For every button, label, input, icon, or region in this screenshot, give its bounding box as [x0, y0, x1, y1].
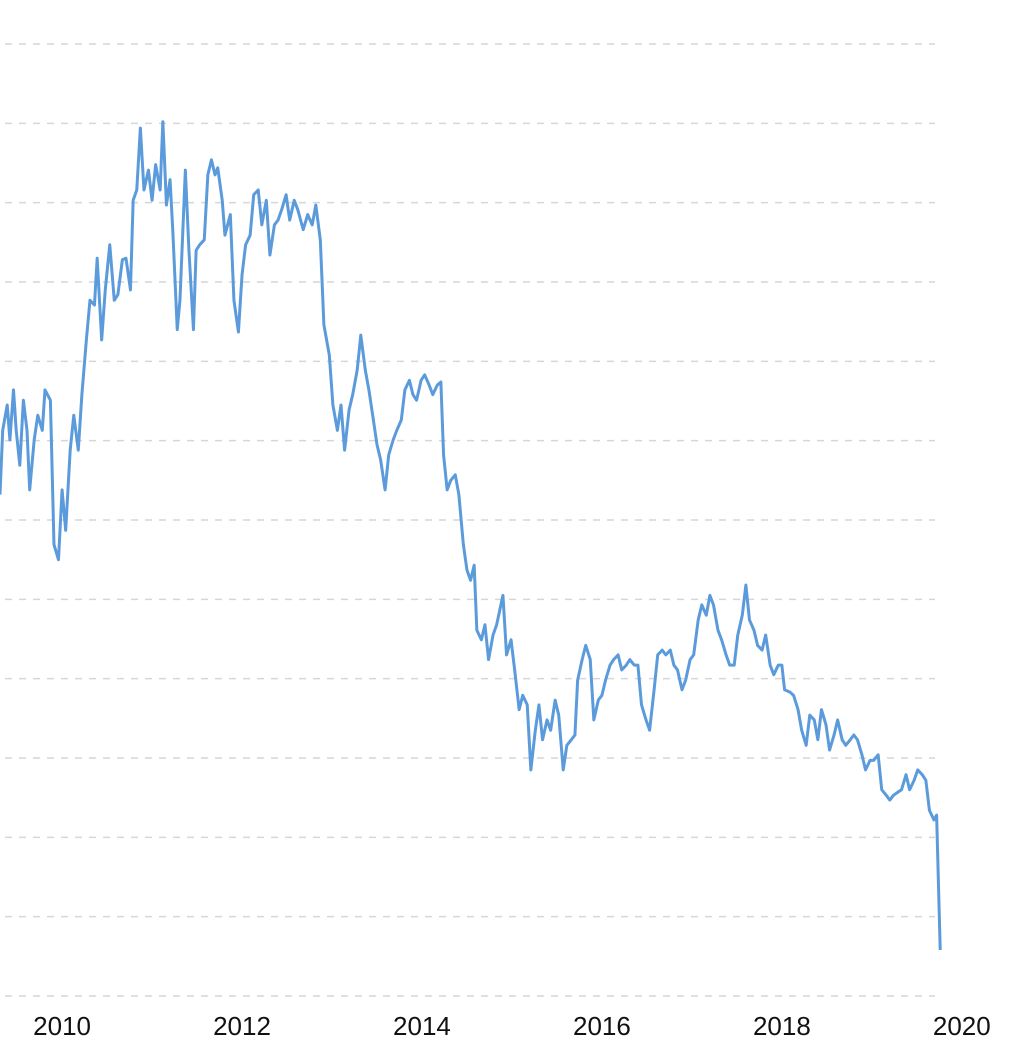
- x-tick-label: 2018: [753, 1011, 811, 1041]
- data-line: [0, 120, 942, 951]
- x-tick-label: 2020: [933, 1011, 991, 1041]
- x-tick-label: 2012: [213, 1011, 271, 1041]
- x-tick-label: 2016: [573, 1011, 631, 1041]
- x-tick-label: 2010: [33, 1011, 91, 1041]
- x-tick-label: 2014: [393, 1011, 451, 1041]
